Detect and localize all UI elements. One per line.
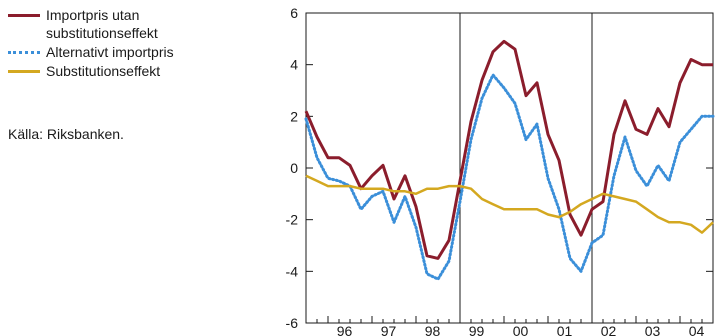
series-substitution-line (305, 174, 714, 234)
x-tick-label: 97 (381, 323, 397, 336)
y-tick-label: -2 (286, 212, 299, 228)
x-tick-label: 99 (469, 323, 485, 336)
x-tick-label: 01 (557, 323, 573, 336)
legend-label: Importpris utan substitutionseffekt (46, 7, 158, 41)
y-tick-label: -6 (286, 315, 299, 331)
y-tick-label: 6 (290, 5, 298, 21)
series-alternativt-line (304, 73, 715, 281)
y-tick-label: 2 (290, 108, 298, 124)
x-tick-label: 96 (337, 323, 353, 336)
legend-swatch-substitution (8, 70, 40, 73)
legend-swatch-alternativt (8, 51, 40, 54)
source-note: Källa: Riksbanken. (8, 126, 124, 142)
x-tick-label: 03 (645, 323, 661, 336)
x-tick-label: 02 (601, 323, 617, 336)
legend-swatch-importpris (8, 14, 40, 17)
y-tick-label: 4 (290, 57, 298, 73)
legend-item-substitution: Substitutionseffekt (4, 62, 244, 80)
legend-label: Alternativt importpris (46, 44, 174, 60)
x-tick-label: 98 (425, 323, 441, 336)
y-tick-label: -4 (286, 263, 299, 279)
plot-frame (305, 12, 714, 324)
chart-axes (305, 12, 714, 324)
legend-item-alternativt: Alternativt importpris (4, 43, 244, 61)
y-tick-label: 0 (290, 160, 298, 176)
chart-legend: Importpris utan substitutionseffekt Alte… (4, 6, 244, 81)
series-layer (304, 39, 715, 281)
series-importpris-line (304, 39, 713, 260)
legend-item-importpris: Importpris utan substitutionseffekt (4, 6, 244, 42)
x-tick-label: 00 (513, 323, 529, 336)
legend-label: Substitutionseffekt (46, 63, 161, 79)
x-tick-label: 04 (689, 323, 705, 336)
